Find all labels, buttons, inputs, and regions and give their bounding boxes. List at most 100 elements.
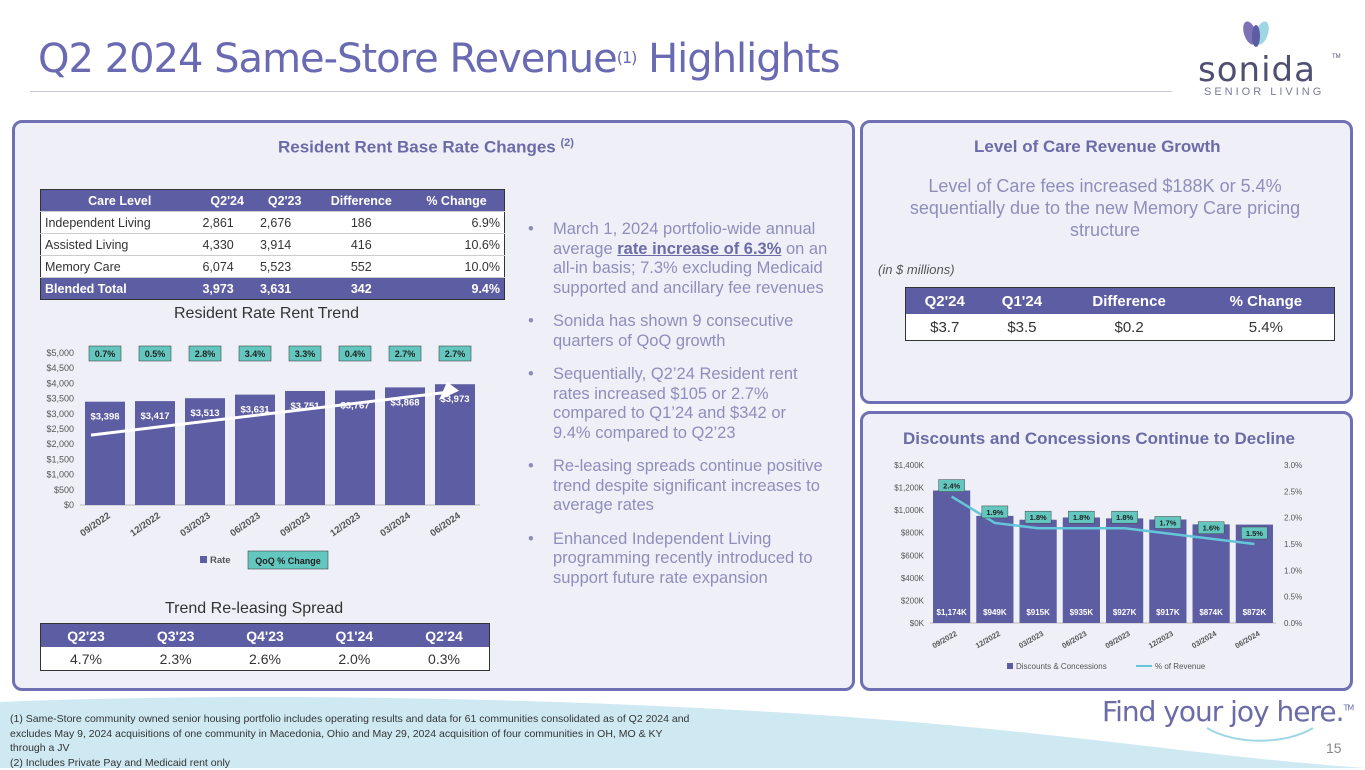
- y2-tick-label: 1.0%: [1284, 566, 1302, 575]
- x-tick-label: 12/2022: [974, 629, 1002, 650]
- discount-panel-title: Discounts and Concessions Continue to De…: [903, 429, 1295, 449]
- page-number: 15: [1326, 740, 1342, 756]
- y-tick-label: $1,500: [46, 454, 74, 464]
- y-tick-label: $0: [64, 500, 74, 510]
- spread-value: 2.3%: [131, 647, 220, 671]
- bullet-text: Enhanced Independent Living programming …: [553, 530, 813, 587]
- table-cell: 10.0%: [409, 256, 504, 278]
- pct-label: 1.6%: [1203, 524, 1220, 533]
- x-tick-label: 03/2023: [1017, 629, 1045, 650]
- table-cell: 3,973: [198, 278, 256, 300]
- loc-header: Q1'24: [983, 288, 1060, 315]
- spread-header: Q4'23: [220, 624, 309, 648]
- tagline: Find your joy here.TM: [1102, 695, 1353, 728]
- spread-header: Q2'24: [399, 624, 490, 648]
- x-tick-label: 06/2023: [1060, 629, 1088, 650]
- discount-bar-label: $872K: [1243, 608, 1267, 617]
- table-cell: Independent Living: [41, 212, 199, 234]
- table-cell: 3,914: [256, 234, 314, 256]
- loc-header: Difference: [1060, 288, 1197, 315]
- spread-value: 2.0%: [310, 647, 399, 671]
- y-tick-label: $500: [54, 485, 74, 495]
- x-tick-label: 06/2023: [228, 510, 262, 539]
- legend-label: Discounts & Concessions: [1016, 662, 1107, 671]
- x-tick-label: 03/2023: [178, 510, 212, 539]
- rate-bar-label: $3,398: [90, 412, 119, 423]
- discount-bar: [933, 491, 970, 623]
- discount-bar-label: $935K: [1070, 608, 1094, 617]
- table-cell: 2,861: [198, 212, 256, 234]
- footnotes: (1) Same-Store community owned senior ho…: [10, 712, 690, 770]
- bullet-text: Sequentially, Q2’24 Resident rent rates …: [553, 365, 798, 442]
- y-tick-label: $4,500: [46, 363, 74, 373]
- page-title: Q2 2024 Same-Store Revenue(1) Highlights: [38, 36, 840, 82]
- y-tick-label: $600K: [901, 551, 925, 560]
- y-tick-label: $3,500: [46, 394, 74, 404]
- rate-table-header: Difference: [313, 190, 409, 212]
- pct-label: 1.8%: [1116, 513, 1133, 522]
- spread-header: Q1'24: [310, 624, 399, 648]
- table-cell: 6.9%: [409, 212, 504, 234]
- x-tick-label: 09/2023: [1104, 629, 1132, 650]
- y2-tick-label: 0.0%: [1284, 619, 1302, 628]
- legend-swatch: [200, 556, 207, 563]
- rate-table-header: Care Level: [41, 190, 199, 212]
- discount-bar-label: $917K: [1156, 608, 1180, 617]
- bullet-item: Sonida has shown 9 consecutive quarters …: [528, 312, 828, 351]
- table-cell: Assisted Living: [41, 234, 199, 256]
- rate-table-header: % Change: [409, 190, 504, 212]
- spread-header: Q2'23: [41, 624, 131, 648]
- x-tick-label: 09/2022: [931, 629, 959, 650]
- tagline-swoosh: [1205, 725, 1315, 745]
- y-tick-label: $4,000: [46, 378, 74, 388]
- y-tick-label: $2,500: [46, 424, 74, 434]
- qoq-label: 3.4%: [245, 349, 266, 359]
- rate-table-header: Q2'24: [198, 190, 256, 212]
- y-tick-label: $400K: [901, 574, 925, 583]
- y-tick-label: $1,000: [46, 470, 74, 480]
- legend-swatch: [1007, 663, 1013, 669]
- table-cell: Memory Care: [41, 256, 199, 278]
- qoq-label: 0.7%: [95, 349, 116, 359]
- y-tick-label: $2,000: [46, 439, 74, 449]
- rate-bar-label: $3,513: [190, 408, 219, 419]
- table-cell: 9.4%: [409, 278, 504, 300]
- butterfly-icon: [1196, 18, 1346, 52]
- logo-tm: TM: [1332, 54, 1341, 60]
- legend-label: QoQ % Change: [255, 556, 321, 566]
- pct-label: 1.8%: [1030, 513, 1047, 522]
- pct-label: 1.9%: [986, 508, 1003, 517]
- x-tick-label: 06/2024: [428, 510, 463, 539]
- y-tick-label: $200K: [901, 596, 925, 605]
- table-cell: 6,074: [198, 256, 256, 278]
- x-tick-label: 09/2023: [278, 510, 312, 539]
- footnote-1: (1) Same-Store community owned senior ho…: [10, 712, 690, 756]
- table-cell: 552: [313, 256, 409, 278]
- y-tick-label: $5,000: [46, 348, 74, 358]
- y2-tick-label: 2.5%: [1284, 487, 1302, 496]
- y-tick-label: $0K: [910, 619, 925, 628]
- y-tick-label: $800K: [901, 529, 925, 538]
- loc-header: % Change: [1198, 288, 1335, 315]
- bullet-item: March 1, 2024 portfolio-wide annual aver…: [528, 220, 828, 298]
- spread-value: 0.3%: [399, 647, 490, 671]
- discount-chart: $0K$200K$400K$600K$800K$1,000K$1,200K$1,…: [870, 455, 1348, 680]
- y2-tick-label: 2.0%: [1284, 514, 1302, 523]
- bullet-emphasis: rate increase of 6.3%: [617, 240, 781, 258]
- rent-trend-chart: $0$500$1,000$1,500$2,000$2,500$3,000$3,5…: [30, 335, 500, 580]
- y-tick-label: $1,000K: [894, 506, 924, 515]
- pct-label: 1.5%: [1246, 529, 1263, 538]
- y2-tick-label: 3.0%: [1284, 461, 1302, 470]
- x-tick-label: 12/2022: [128, 510, 162, 539]
- loc-value: 5.4%: [1198, 314, 1335, 341]
- discount-bar: [976, 516, 1013, 623]
- y-tick-label: $1,400K: [894, 461, 924, 470]
- bullet-text: Re-leasing spreads continue positive tre…: [553, 457, 823, 514]
- pct-label: 2.4%: [943, 482, 960, 491]
- table-cell: 3,631: [256, 278, 314, 300]
